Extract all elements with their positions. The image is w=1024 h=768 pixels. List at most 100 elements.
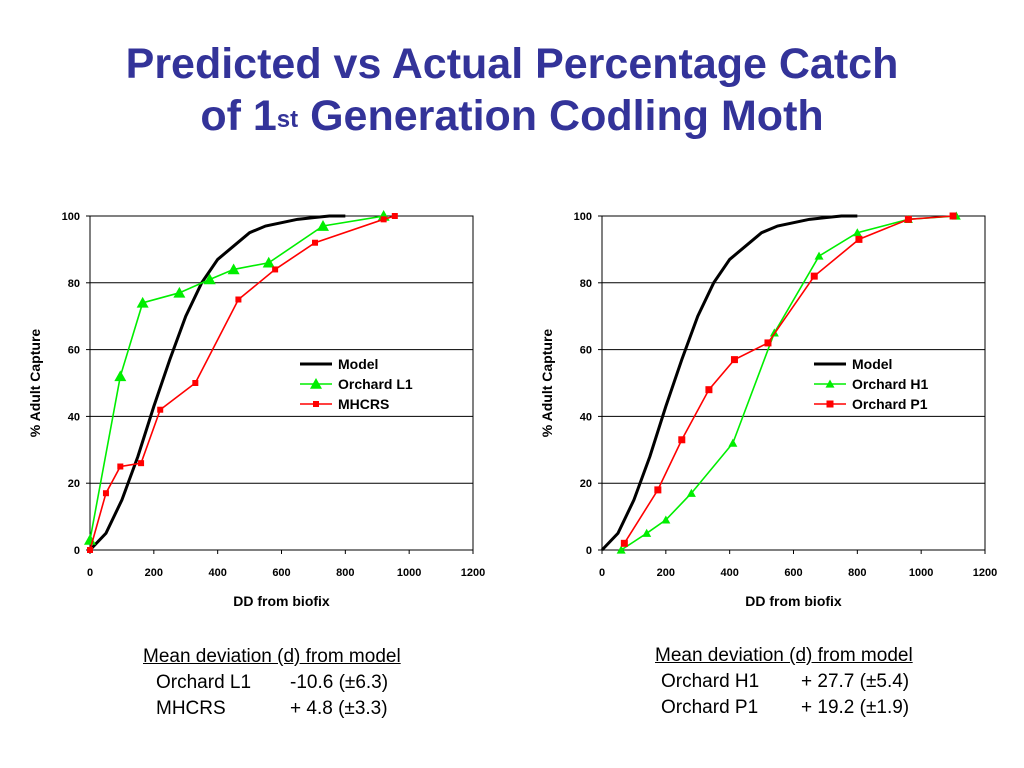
legend-label: Orchard H1 <box>852 376 928 392</box>
y-tick-label: 20 <box>580 478 592 490</box>
square-marker <box>949 212 957 220</box>
legend-label: Model <box>852 356 892 372</box>
y-tick-label: 0 <box>586 545 592 557</box>
deviation-heading: Mean deviation (d) from model <box>143 646 401 667</box>
deviation-value: + 27.7 (±5.4) <box>801 671 910 692</box>
x-tick-label: 800 <box>336 567 354 579</box>
triangle-marker <box>661 515 671 524</box>
legend-label: Orchard L1 <box>338 376 413 392</box>
square-marker <box>312 239 319 246</box>
triangle-marker <box>616 545 626 554</box>
series-model <box>600 214 858 552</box>
series-orchard-l1 <box>84 210 390 545</box>
y-tick-label: 60 <box>68 345 80 357</box>
triangle-marker <box>173 286 186 298</box>
deviation-label: MHCRS <box>156 698 226 719</box>
slide-title: Predicted vs Actual Percentage Catch of … <box>0 38 1024 142</box>
triangle-marker <box>262 256 275 268</box>
x-tick-label: 200 <box>657 567 675 579</box>
title-line-2: of 1st Generation Codling Moth <box>0 90 1024 142</box>
triangle-marker <box>814 251 824 260</box>
square-marker <box>705 386 713 394</box>
legend: Model Orchard L1 MHCRS <box>300 356 413 412</box>
title-line-1: Predicted vs Actual Percentage Catch <box>125 40 899 88</box>
square-marker <box>235 296 242 303</box>
deviation-label: Orchard L1 <box>156 672 252 693</box>
y-tick-label: 40 <box>68 411 80 423</box>
triangle-marker <box>728 438 738 447</box>
square-marker <box>391 213 398 219</box>
triangle-marker <box>114 370 127 382</box>
deviation-heading: Mean deviation (d) from model <box>655 645 913 666</box>
series-orchard-p1 <box>620 212 957 547</box>
square-marker <box>764 339 772 347</box>
y-tick-label: 20 <box>68 478 80 490</box>
series-line <box>600 214 858 552</box>
y-tick-label: 80 <box>68 278 80 290</box>
deviation-label: Orchard P1 <box>661 697 759 718</box>
square-marker <box>272 266 279 273</box>
legend-label: MHCRS <box>338 396 389 412</box>
y-tick-label: 100 <box>574 211 592 223</box>
x-tick-label: 0 <box>599 567 605 579</box>
square-marker <box>678 436 686 444</box>
square-marker <box>620 539 628 547</box>
x-tick-label: 1200 <box>973 567 997 579</box>
x-tick-label: 1200 <box>461 567 485 579</box>
x-tick-label: 600 <box>784 567 802 579</box>
triangle-marker <box>316 220 329 231</box>
x-tick-label: 400 <box>208 567 226 579</box>
square-marker <box>87 547 93 553</box>
deviation-row: Orchard L1 -10.6 (±6.3) <box>143 672 401 694</box>
x-tick-label: 0 <box>87 567 93 579</box>
y-axis-title: % Adult Capture <box>539 329 555 438</box>
triangle-marker <box>310 378 322 389</box>
triangle-marker <box>825 379 835 388</box>
deviation-right: Mean deviation (d) from model Orchard H1… <box>655 645 913 719</box>
x-tick-label: 1000 <box>909 567 933 579</box>
y-tick-label: 40 <box>580 411 592 423</box>
x-tick-label: 400 <box>720 567 738 579</box>
y-tick-label: 80 <box>580 278 592 290</box>
square-marker <box>117 463 124 470</box>
x-tick-label: 200 <box>145 567 163 579</box>
square-marker <box>730 356 738 364</box>
square-marker <box>138 460 145 467</box>
title-line-2-prefix: of 1 <box>200 92 277 140</box>
x-tick-label: 800 <box>848 567 866 579</box>
x-tick-label: 600 <box>272 567 290 579</box>
triangle-marker <box>227 263 240 275</box>
legend-label: Model <box>338 356 378 372</box>
title-line-2-suffix: Generation Codling Moth <box>298 92 824 140</box>
square-marker <box>654 486 662 494</box>
y-tick-label: 100 <box>62 211 80 223</box>
title-superscript: st <box>276 106 299 133</box>
square-marker <box>826 400 834 408</box>
series-mhcrs <box>87 213 398 553</box>
square-marker <box>855 235 863 243</box>
y-axis-title: % Adult Capture <box>27 329 43 438</box>
square-marker <box>810 272 818 280</box>
series-line <box>620 215 957 551</box>
legend: Model Orchard H1 Orchard P1 <box>814 356 928 412</box>
series-model <box>88 214 346 552</box>
triangle-marker <box>642 528 652 537</box>
deviation-row: Orchard H1 + 27.7 (±5.4) <box>655 671 913 693</box>
deviation-value: + 19.2 (±1.9) <box>801 697 910 718</box>
square-marker <box>102 490 109 497</box>
square-marker <box>380 216 387 223</box>
y-tick-label: 60 <box>580 345 592 357</box>
legend-label: Orchard P1 <box>852 396 928 412</box>
deviation-row: MHCRS + 4.8 (±3.3) <box>143 698 401 720</box>
x-axis-title: DD from biofix <box>233 593 330 609</box>
series-line <box>623 215 954 544</box>
triangle-marker <box>136 296 149 308</box>
x-tick-label: 1000 <box>397 567 421 579</box>
y-tick-label: 0 <box>74 545 80 557</box>
deviation-label: Orchard H1 <box>661 671 760 692</box>
triangle-marker <box>686 488 696 497</box>
square-marker <box>904 215 912 223</box>
deviation-value: -10.6 (±6.3) <box>290 672 389 693</box>
deviation-value: + 4.8 (±3.3) <box>290 698 388 719</box>
